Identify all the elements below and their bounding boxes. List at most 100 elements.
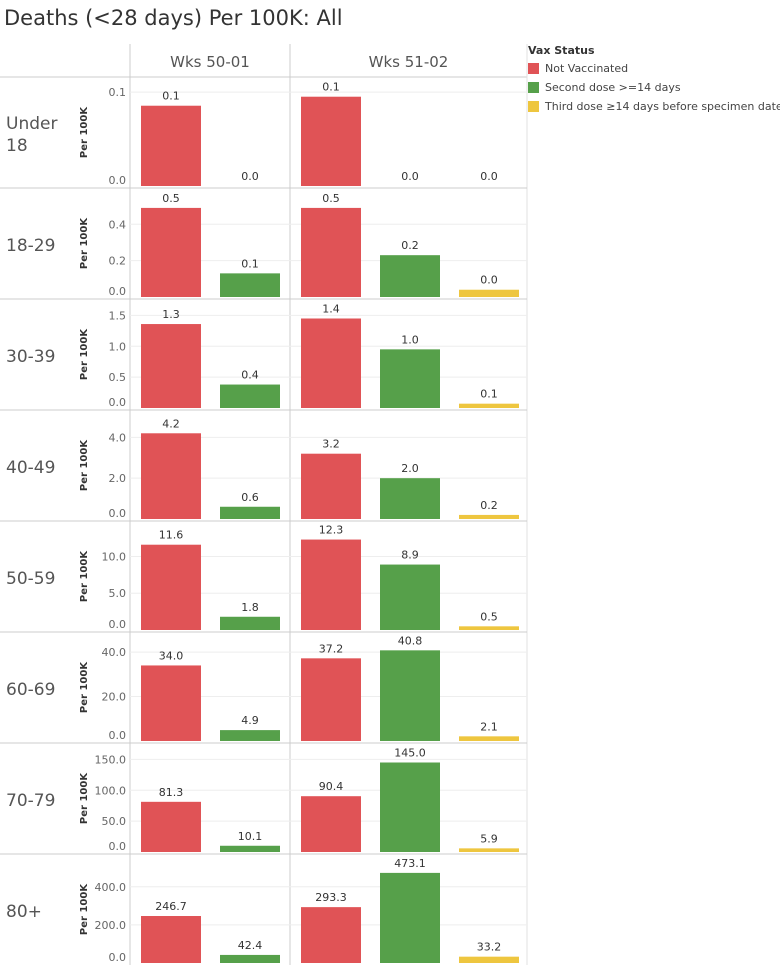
data-label: 34.0 [159,649,184,662]
tick-label: 100.0 [95,784,127,797]
bar [220,506,280,519]
bar [459,848,519,852]
data-label: 293.3 [315,891,347,904]
row-label: 70-79 [6,791,55,811]
row-label: 18-29 [6,236,55,256]
data-label: 0.1 [480,388,498,401]
bar [459,626,519,630]
tick-label: 400.0 [95,881,127,894]
bar [220,273,280,297]
bar [301,796,361,852]
bar [301,539,361,630]
bar [301,453,361,519]
tick-label: 0.5 [109,371,127,384]
bar [459,289,519,297]
column-header: Wks 50-01 [170,53,250,71]
bar [301,207,361,297]
tick-label: 0.0 [109,285,127,298]
data-label: 0.1 [322,81,340,94]
y-axis-label: Per 100K [79,439,90,491]
bar [380,872,440,963]
legend-title: Vax Status [528,44,595,57]
bar [141,105,201,186]
row-label: Under [6,114,57,134]
data-label: 1.0 [401,333,419,346]
tick-label: 40.0 [102,646,127,659]
bar [220,616,280,630]
tick-label: 0.1 [109,86,127,99]
tick-label: 5.0 [109,587,127,600]
bar [459,736,519,741]
data-label: 473.1 [394,857,426,870]
legend-label: Third dose ≥14 days before specimen date [545,100,780,113]
data-label: 0.6 [241,491,259,504]
legend: Vax Status Not Vaccinated Second dose >=… [528,44,780,116]
bar [459,403,519,408]
data-label: 0.1 [162,90,180,103]
data-label: 10.1 [238,830,263,843]
legend-swatch [528,63,539,74]
data-label: 42.4 [238,939,263,952]
data-label: 0.1 [241,257,259,270]
data-label: 37.2 [319,642,344,655]
row-label: 30-39 [6,347,55,367]
legend-label: Second dose >=14 days [545,81,681,94]
data-label: 0.5 [322,192,340,205]
tick-label: 0.0 [109,729,127,742]
data-label: 1.3 [162,308,180,321]
bar [380,349,440,408]
row-label: 60-69 [6,680,55,700]
tick-label: 0.0 [109,840,127,853]
tick-label: 150.0 [95,753,127,766]
chart-title: Deaths (<28 days) Per 100K: All [4,6,343,30]
data-label: 0.0 [401,170,419,183]
tick-label: 20.0 [102,691,127,704]
row-label: 80+ [6,902,42,922]
legend-item-second-dose[interactable]: Second dose >=14 days [528,78,780,97]
row-label: 50-59 [6,569,55,589]
data-label: 0.0 [480,170,498,183]
tick-label: 1.5 [109,309,127,322]
data-label: 0.2 [401,239,419,252]
bar [380,650,440,741]
data-label: 0.5 [162,192,180,205]
y-axis-label: Per 100K [79,217,90,269]
bar [301,318,361,408]
legend-item-third-dose[interactable]: Third dose ≥14 days before specimen date [528,97,780,116]
y-axis-label: Per 100K [79,550,90,602]
bar [301,907,361,963]
tick-label: 0.0 [109,174,127,187]
bar [220,730,280,741]
bar [301,658,361,741]
y-axis-label: Per 100K [79,661,90,713]
bar [380,564,440,630]
bar [459,956,519,963]
data-label: 3.2 [322,438,340,451]
row-label: 40-49 [6,458,55,478]
tick-label: 0.0 [109,618,127,631]
data-label: 1.8 [241,601,259,614]
data-label: 0.4 [241,369,259,382]
bar [141,324,201,408]
data-label: 11.6 [159,529,184,542]
data-label: 90.4 [319,780,344,793]
data-label: 12.3 [319,524,344,537]
legend-swatch [528,101,539,112]
data-label: 81.3 [159,786,184,799]
data-label: 0.5 [480,610,498,623]
bar [141,801,201,852]
tick-label: 1.0 [109,340,127,353]
legend-item-not-vaccinated[interactable]: Not Vaccinated [528,59,780,78]
bar [220,845,280,852]
data-label: 0.2 [480,499,498,512]
bar [380,762,440,852]
tick-label: 200.0 [95,919,127,932]
data-label: 0.0 [480,274,498,287]
data-label: 5.9 [480,832,498,845]
row-label: 18 [6,136,28,156]
bar [141,207,201,297]
data-label: 40.8 [398,634,423,647]
bar [141,665,201,741]
tick-label: 2.0 [109,472,127,485]
